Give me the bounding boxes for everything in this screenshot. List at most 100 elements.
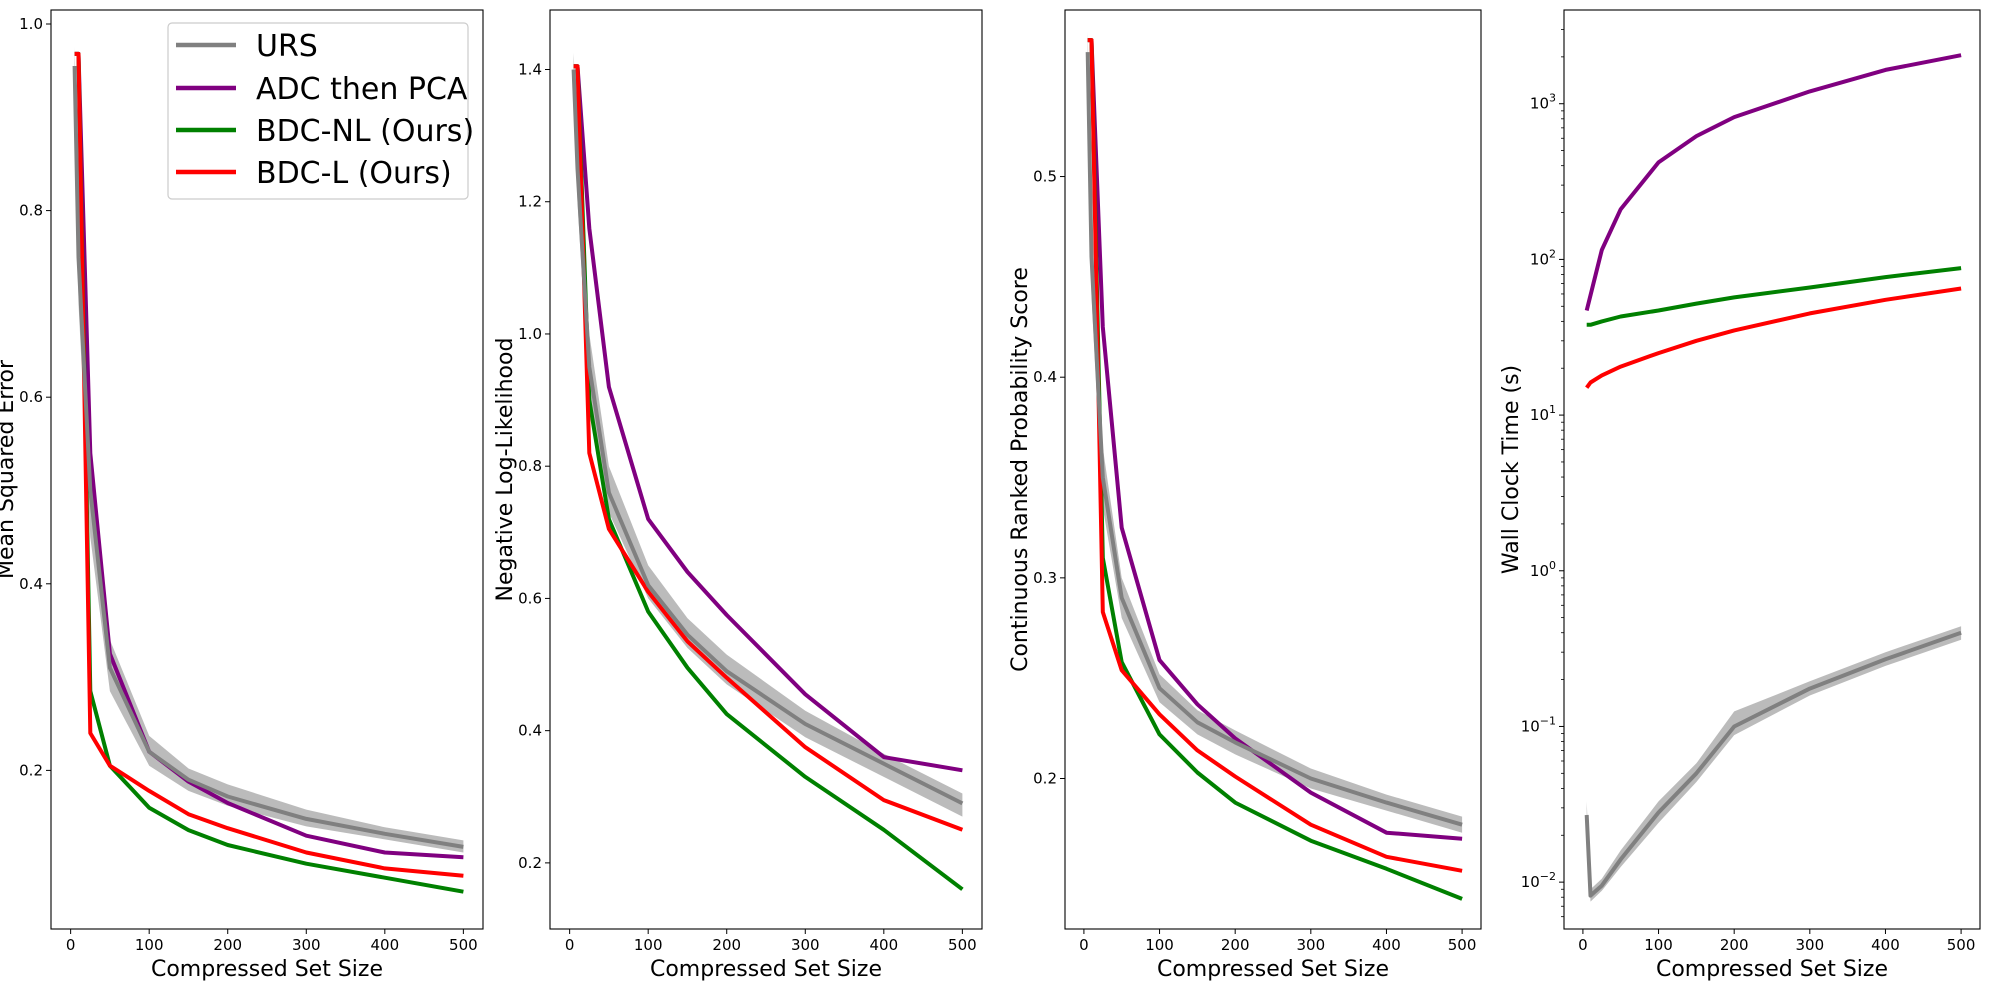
y-tick-exponent: 2 bbox=[1549, 247, 1556, 260]
y-tick-exponent: −2 bbox=[1540, 870, 1556, 883]
y-tick-label: 0.6 bbox=[518, 589, 542, 607]
x-axis-label: Compressed Set Size bbox=[1656, 957, 1888, 982]
y-tick-label: 0.2 bbox=[1033, 770, 1057, 788]
panel-wall-clock-time: 0 100 200 300 400 50010−210−1100101102103Comp… bbox=[1499, 9, 1981, 982]
x-tick-label: 400 bbox=[869, 936, 898, 954]
y-tick-label: 1.2 bbox=[518, 193, 542, 211]
x-axis-label: Compressed Set Size bbox=[650, 957, 882, 982]
y-tick-exponent: 1 bbox=[1549, 403, 1556, 416]
legend-label-bdc-l: BDC-L (Ours) bbox=[256, 156, 452, 191]
x-tick-label: 0 bbox=[66, 936, 76, 954]
y-tick-label: 0.5 bbox=[1033, 168, 1057, 186]
y-tick-base: 10 bbox=[1521, 717, 1540, 735]
y-tick-base: 10 bbox=[1530, 406, 1549, 424]
x-tick-label: 100 bbox=[135, 936, 164, 954]
series-line-urs bbox=[72, 65, 464, 849]
y-tick-label: 1.0 bbox=[518, 325, 542, 343]
x-tick-label: 300 bbox=[1296, 936, 1325, 954]
x-tick-label: 300 bbox=[791, 936, 820, 954]
axes-frame bbox=[549, 9, 983, 930]
panel-mse: 0 100 200 300 400 500 0.2 0.4 0.6 0.8 1.0 Compresse… bbox=[0, 9, 484, 982]
legend-label-bdc-nl: BDC-NL (Ours) bbox=[256, 114, 474, 149]
plot-area: 0 100 200 300 400 50010−210−1100101102103Comp… bbox=[1499, 9, 1981, 982]
x-tick-label: 400 bbox=[1871, 936, 1900, 954]
legend-label-adc-then-pca: ADC then PCA bbox=[256, 72, 468, 107]
x-tick-label: 200 bbox=[213, 936, 242, 954]
x-tick-label: 300 bbox=[292, 936, 321, 954]
y-tick-label: 0.4 bbox=[1033, 368, 1057, 386]
y-tick-base: 10 bbox=[1530, 250, 1549, 268]
plot-area: 0 100 200 300 400 500 0.2 0.3 0.4 0.5 Compressed S… bbox=[1008, 9, 1482, 982]
legend: URS ADC then PCA BDC-NL (Ours) BDC-L (Ou… bbox=[167, 22, 474, 200]
x-tick-label: 500 bbox=[948, 936, 977, 954]
plot-area: 0 100 200 300 400 500 0.2 0.4 0.6 0.8 1.0 Compresse… bbox=[0, 9, 484, 982]
axes-frame bbox=[1563, 9, 1981, 930]
y-tick-label: 0.4 bbox=[518, 722, 542, 740]
y-tick-label: 0.2 bbox=[19, 761, 43, 779]
y-tick-label: 0.2 bbox=[518, 854, 542, 872]
series-line-adc-then-pca bbox=[1087, 38, 1463, 841]
y-tick-exponent: 0 bbox=[1549, 559, 1556, 572]
series-line-bdc-nl-ours bbox=[1586, 266, 1962, 327]
y-tick-label: 100 bbox=[1530, 559, 1556, 580]
series-line-urs bbox=[1584, 630, 1962, 898]
y-tick-label: 10−2 bbox=[1521, 870, 1556, 891]
x-tick-label: 0 bbox=[1079, 936, 1089, 954]
series-layer bbox=[72, 47, 464, 894]
y-tick-label: 0.3 bbox=[1033, 569, 1057, 587]
series-line-urs bbox=[571, 69, 964, 806]
panel-nll: 0 100 200 300 400 500 0.2 0.4 0.6 0.8 1.0 1.2 1.4 Com… bbox=[493, 9, 983, 982]
plot-area: 0 100 200 300 400 500 0.2 0.4 0.6 0.8 1.0 1.2 1.4 Com… bbox=[493, 9, 983, 982]
x-tick-label: 0 bbox=[565, 936, 575, 954]
series-line-bdc-l-ours bbox=[1585, 286, 1962, 389]
series-layer bbox=[1085, 32, 1463, 901]
x-tick-label: 500 bbox=[1448, 936, 1477, 954]
y-tick-label: 1.4 bbox=[518, 61, 542, 79]
series-layer bbox=[1584, 53, 1962, 902]
y-tick-base: 10 bbox=[1530, 562, 1549, 580]
x-axis-label: Compressed Set Size bbox=[151, 957, 383, 982]
y-axis-label: Wall Clock Time (s) bbox=[1499, 365, 1524, 574]
x-tick-label: 100 bbox=[1644, 936, 1673, 954]
y-tick-label: 0.4 bbox=[19, 575, 43, 593]
y-tick-label: 1.0 bbox=[19, 15, 43, 33]
axes-frame bbox=[1064, 9, 1482, 930]
series-line-urs bbox=[1085, 52, 1463, 827]
x-tick-label: 100 bbox=[634, 936, 663, 954]
legend-frame bbox=[167, 22, 469, 200]
y-tick-base: 10 bbox=[1530, 95, 1549, 113]
x-tick-label: 200 bbox=[712, 936, 741, 954]
x-tick-label: 400 bbox=[370, 936, 399, 954]
x-tick-label: 0 bbox=[1578, 936, 1588, 954]
x-tick-label: 400 bbox=[1372, 936, 1401, 954]
series-line-adc-then-pca bbox=[573, 64, 963, 773]
y-axis-label: Continuous Ranked Probability Score bbox=[1008, 267, 1033, 672]
y-tick-label: 0.8 bbox=[19, 202, 43, 220]
x-tick-label: 500 bbox=[449, 936, 478, 954]
x-tick-label: 200 bbox=[1221, 936, 1250, 954]
y-tick-label: 102 bbox=[1530, 247, 1556, 268]
y-tick-label: 101 bbox=[1530, 403, 1556, 424]
y-tick-base: 10 bbox=[1521, 873, 1540, 891]
panel-crps: 0 100 200 300 400 500 0.2 0.3 0.4 0.5 Compressed S… bbox=[1008, 9, 1482, 982]
axes-frame bbox=[50, 9, 484, 930]
legend-label-urs: URS bbox=[256, 29, 318, 64]
x-tick-label: 300 bbox=[1795, 936, 1824, 954]
confidence-band-urs bbox=[573, 53, 963, 817]
x-tick-label: 500 bbox=[1947, 936, 1976, 954]
y-tick-exponent: −1 bbox=[1540, 714, 1556, 727]
x-axis-label: Compressed Set Size bbox=[1157, 957, 1389, 982]
y-axis-label: Mean Squared Error bbox=[0, 359, 19, 579]
series-line-adc-then-pca bbox=[1584, 53, 1962, 311]
series-layer bbox=[571, 53, 964, 891]
y-tick-label: 10−1 bbox=[1521, 714, 1556, 735]
y-axis-label: Negative Log-Likelihood bbox=[493, 338, 518, 602]
y-tick-label: 0.8 bbox=[518, 457, 542, 475]
x-tick-label: 100 bbox=[1145, 936, 1174, 954]
y-tick-label: 103 bbox=[1530, 92, 1556, 113]
series-line-bdc-l-ours bbox=[1087, 38, 1463, 873]
y-tick-label: 0.6 bbox=[19, 388, 43, 406]
y-tick-exponent: 3 bbox=[1549, 92, 1556, 105]
x-tick-label: 200 bbox=[1720, 936, 1749, 954]
